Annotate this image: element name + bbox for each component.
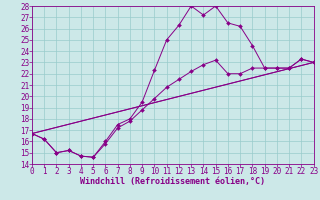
X-axis label: Windchill (Refroidissement éolien,°C): Windchill (Refroidissement éolien,°C) — [80, 177, 265, 186]
